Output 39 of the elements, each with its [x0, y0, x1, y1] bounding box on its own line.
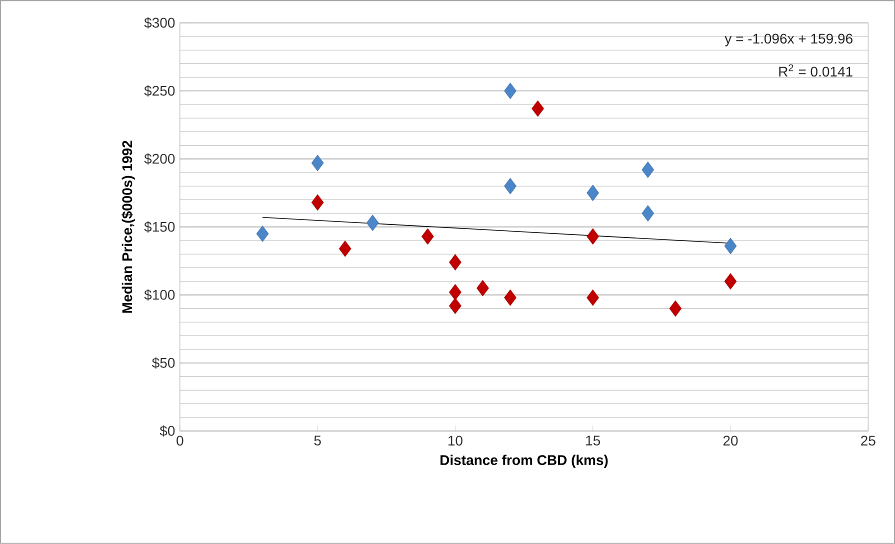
y-tick-label: $150: [144, 221, 175, 233]
annotation: y = -1.096x + 159.96: [724, 34, 852, 46]
point: [338, 240, 352, 257]
point: [504, 82, 516, 100]
point: [669, 300, 682, 317]
point: [642, 162, 654, 178]
y-tick-label: $250: [144, 85, 175, 97]
point: [449, 298, 462, 314]
point: [586, 184, 600, 202]
point: [586, 290, 600, 306]
point: [724, 238, 737, 254]
point: [311, 194, 324, 211]
point: [642, 205, 654, 222]
point: [449, 254, 462, 271]
point: [724, 273, 737, 290]
point: [476, 280, 489, 296]
x-tick-label: 5: [314, 436, 321, 446]
y-tick-label: $100: [144, 289, 175, 301]
y-tick-label: $300: [144, 17, 175, 29]
y-tick-label: $0: [160, 425, 175, 437]
point: [449, 284, 462, 300]
x-axis-title: Distance from CBD (kms): [440, 454, 608, 468]
annotation: R$^{2}$ = 0.0141: [779, 64, 852, 77]
point: [311, 154, 324, 172]
point: [366, 214, 379, 232]
x-tick-label: 10: [448, 436, 462, 446]
x-tick-label: 15: [586, 436, 600, 446]
point: [504, 178, 516, 194]
x-tick-label: 0: [176, 436, 184, 446]
x-tick-label: 20: [723, 436, 738, 446]
point: [586, 228, 600, 245]
y-axis-title: Median Price,($000s) 1992: [122, 140, 135, 313]
point: [532, 100, 544, 117]
point: [504, 290, 516, 306]
x-tick-label: 25: [861, 436, 876, 446]
point: [421, 228, 434, 245]
y-tick-label: $200: [144, 153, 175, 165]
point: [256, 226, 269, 242]
y-tick-label: $50: [152, 357, 175, 369]
